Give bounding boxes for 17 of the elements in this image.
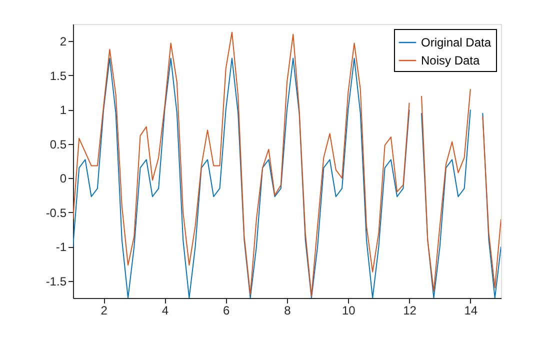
legend-label: Noisy Data	[421, 54, 480, 68]
x-tick-label: 10	[342, 304, 356, 318]
x-tick-label: 12	[403, 304, 417, 318]
x-tick-label: 4	[162, 304, 169, 318]
x-tick-label: 8	[284, 304, 292, 318]
y-tick-label: 0.5	[50, 137, 67, 152]
y-tick-label: 1.5	[50, 68, 67, 83]
legend-label: Original Data	[421, 36, 492, 50]
x-tick-label: 6	[223, 304, 230, 318]
y-tick-label: -1.5	[46, 274, 67, 288]
y-tick-label: 2	[60, 34, 67, 49]
y-tick-label: -1	[56, 240, 67, 254]
x-tick-label: 14	[464, 304, 478, 318]
x-tick-label: 2	[100, 304, 108, 318]
y-tick-label: -0.5	[46, 206, 67, 220]
y-tick-label: 0	[60, 172, 67, 186]
y-tick-label: 1	[60, 103, 67, 118]
